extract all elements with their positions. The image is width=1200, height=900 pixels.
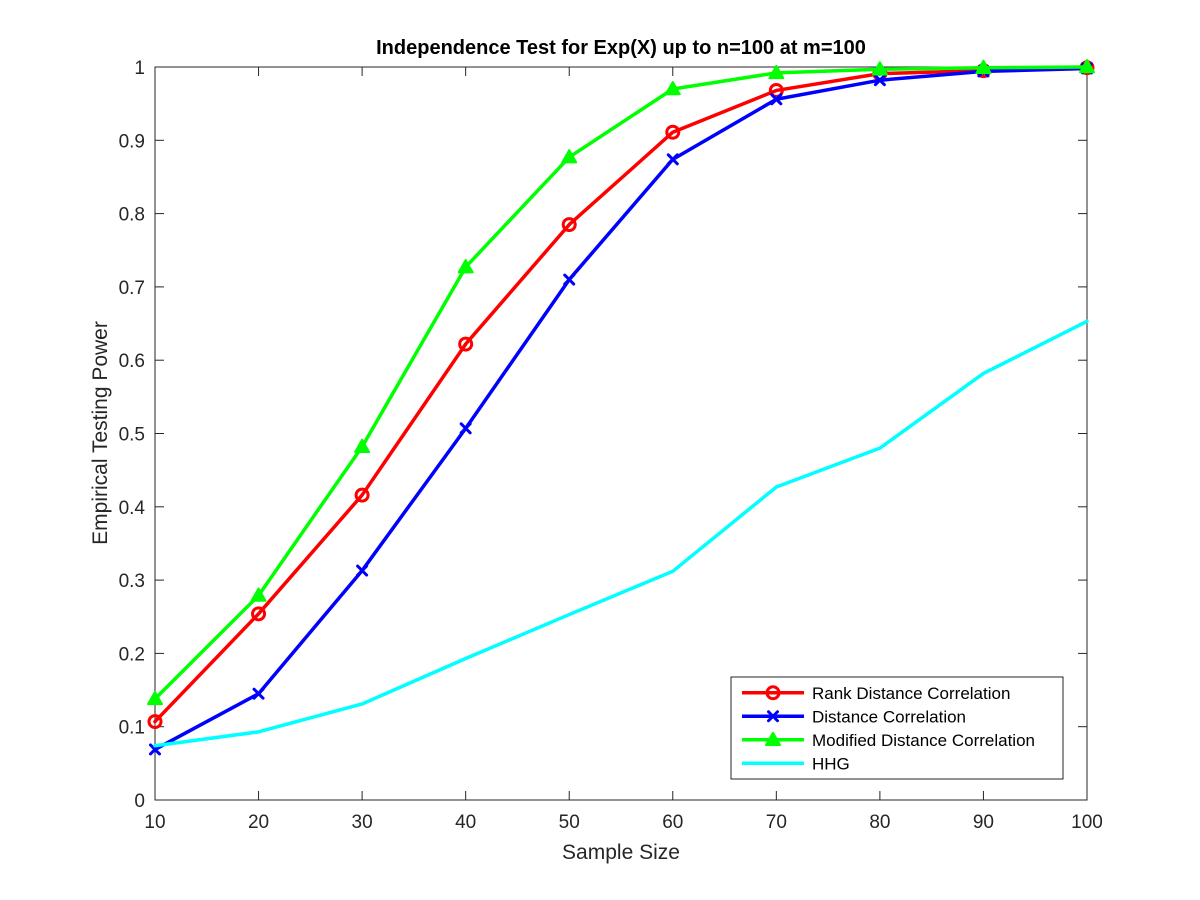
- data-point: [1079, 59, 1095, 74]
- series-line: [153, 66, 1089, 752]
- legend-entry: HHG: [742, 754, 850, 773]
- x-tick-label: 90: [973, 812, 994, 833]
- x-axis-ticks: 10 20 30 40 50 60 70 80 90 100: [144, 67, 1103, 833]
- y-tick-label: 0: [134, 791, 145, 812]
- legend-label: Distance Correlation: [812, 707, 966, 726]
- y-tick-label: 0.6: [119, 351, 145, 372]
- legend-marker: [765, 685, 781, 701]
- series-line: [153, 65, 1089, 701]
- x-tick-label: 20: [248, 812, 269, 833]
- x-tick-label: 10: [144, 812, 165, 833]
- y-tick-label: 0.3: [119, 571, 145, 592]
- y-tick-label: 0.8: [119, 205, 145, 226]
- legend-entry: Modified Distance Correlation: [742, 731, 1035, 750]
- data-point: [356, 564, 369, 577]
- data-point: [457, 259, 474, 274]
- data-point: [666, 153, 679, 166]
- data-point: [665, 124, 681, 140]
- legend-entry: Rank Distance Correlation: [742, 684, 1010, 703]
- y-tick-label: 0.5: [119, 425, 145, 446]
- y-tick-label: 0.4: [119, 498, 146, 519]
- data-point: [561, 217, 577, 233]
- series-3: [153, 319, 1089, 748]
- legend-marker: [767, 710, 779, 723]
- data-point: [251, 606, 267, 622]
- legend-marker: [765, 731, 781, 746]
- legend-entry: Distance Correlation: [742, 707, 966, 726]
- data-point: [458, 336, 474, 352]
- data-point: [768, 64, 785, 80]
- x-tick-label: 100: [1071, 812, 1103, 833]
- series-line: [153, 319, 1089, 748]
- x-tick-label: 80: [869, 812, 890, 833]
- legend: Rank Distance Correlation Distance Correl…: [730, 676, 1064, 780]
- data-point: [250, 587, 267, 602]
- y-axis-ticks: 0 0.1 0.2 0.3 0.4 0.5 0.6 0.7 0.8 0.9 1: [119, 58, 1087, 812]
- data-point: [561, 149, 578, 164]
- x-tick-label: 50: [559, 812, 580, 833]
- data-point: [873, 74, 886, 87]
- series-group: [147, 59, 1095, 756]
- data-point: [563, 273, 576, 286]
- series-line: [153, 65, 1089, 724]
- legend-label: Rank Distance Correlation: [812, 684, 1010, 703]
- data-point: [147, 690, 163, 706]
- y-tick-label: 0.7: [119, 278, 145, 299]
- data-point: [975, 59, 992, 74]
- x-tick-label: 30: [352, 812, 373, 833]
- chart-title: Independence Test for Exp(X) up to n=100…: [376, 37, 866, 59]
- data-point: [354, 487, 370, 503]
- x-tick-label: 40: [455, 812, 476, 833]
- y-tick-label: 0.9: [119, 131, 145, 152]
- x-tick-label: 70: [766, 812, 787, 833]
- x-tick-label: 60: [662, 812, 683, 833]
- data-point: [871, 61, 888, 76]
- data-point: [664, 80, 681, 96]
- data-point: [459, 422, 472, 435]
- legend-label: Modified Distance Correlation: [812, 731, 1035, 750]
- data-point: [768, 82, 784, 98]
- y-tick-label: 1: [134, 58, 145, 79]
- y-axis-label: Empirical Testing Power: [89, 321, 112, 545]
- data-point: [252, 687, 265, 700]
- y-tick-label: 0.2: [119, 644, 145, 665]
- legend-label: HHG: [812, 754, 850, 773]
- x-axis-label: Sample Size: [562, 841, 680, 864]
- data-point: [354, 438, 371, 453]
- series-1: [149, 62, 1093, 756]
- series-2: [147, 59, 1095, 706]
- data-point: [147, 714, 163, 730]
- y-tick-label: 0.1: [119, 718, 145, 739]
- data-point: [770, 93, 783, 106]
